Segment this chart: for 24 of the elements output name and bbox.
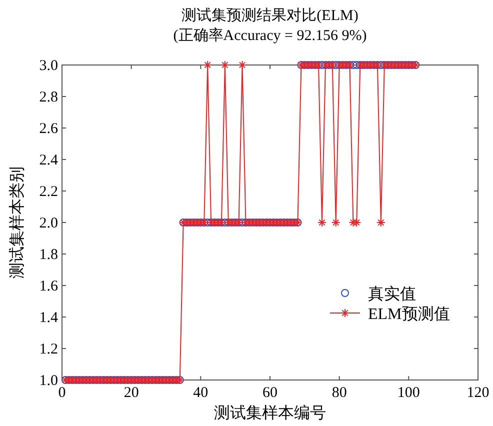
y-axis-title: 测试集样本类别 — [8, 166, 26, 278]
y-tick-label: 1.0 — [39, 373, 58, 389]
x-tick-label: 20 — [124, 385, 139, 401]
y-tick-label: 1.6 — [39, 278, 58, 294]
x-tick-label: 120 — [466, 385, 490, 401]
y-tick-label: 2.4 — [39, 152, 58, 168]
legend-label: 真实值 — [368, 285, 416, 303]
y-tick-label: 1.2 — [39, 342, 58, 358]
x-axis-title: 测试集样本编号 — [214, 404, 326, 422]
y-tick-label: 1.4 — [39, 310, 58, 326]
chart-subtitle: (正确率Accuracy = 92.156 9%) — [173, 27, 367, 44]
y-tick-label: 2.0 — [39, 216, 58, 232]
y-tick-label: 2.2 — [39, 184, 58, 200]
y-tick-label: 3.0 — [39, 58, 58, 74]
x-tick-label: 80 — [332, 385, 347, 401]
y-tick-label: 1.8 — [39, 247, 58, 263]
x-tick-label: 0 — [58, 385, 66, 401]
x-tick-label: 40 — [193, 385, 208, 401]
y-tick-label: 2.8 — [39, 90, 58, 106]
legend-label: ELM预测值 — [368, 306, 450, 323]
x-tick-label: 60 — [262, 385, 278, 401]
y-tick-label: 2.6 — [39, 121, 58, 137]
x-tick-label: 100 — [397, 385, 420, 401]
chart-title: 测试集预测结果对比(ELM) — [182, 7, 358, 24]
